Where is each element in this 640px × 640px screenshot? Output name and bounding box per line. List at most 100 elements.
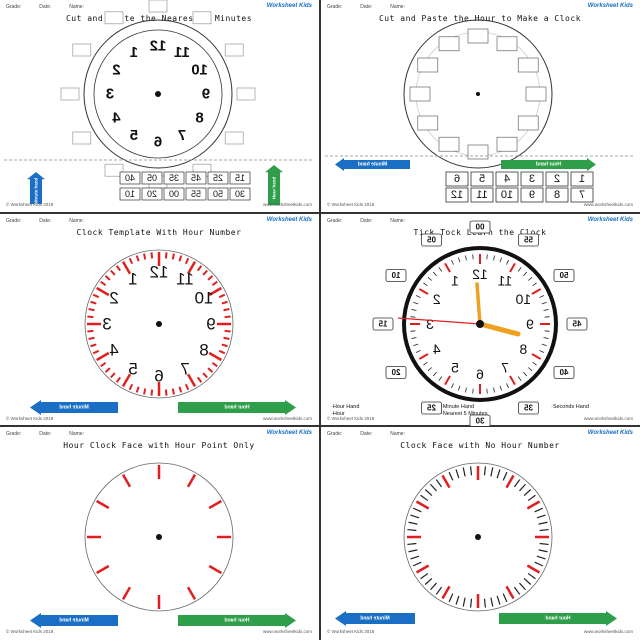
hour-tick xyxy=(415,500,430,510)
hour-tick xyxy=(208,286,222,297)
hour-number: 9 xyxy=(202,86,210,103)
paste-box xyxy=(417,57,439,73)
minute-tick xyxy=(432,372,437,377)
minute-hand-arrow-label: Minute hand xyxy=(34,178,39,205)
hour-number: 10 xyxy=(515,291,531,307)
minute-tick xyxy=(541,343,547,347)
minute-tick xyxy=(432,271,437,276)
minute-number: 55 xyxy=(524,235,533,244)
panel-tick-tock: Grade: Date: Name: Worksheet Kids Tick Toc… xyxy=(321,214,639,426)
minute-tick xyxy=(465,255,467,261)
panel-footer: © Worksheet Kids 2018 www.worksheetkids.c… xyxy=(327,416,633,424)
paste-box xyxy=(438,136,460,152)
hour-number: 6 xyxy=(154,134,162,151)
panel-hour-point-only: Grade: Date: Name: Worksheet Kids Hour Clo… xyxy=(0,427,318,639)
minute-tick xyxy=(221,300,228,305)
hour-tick xyxy=(186,474,197,488)
paste-box xyxy=(72,43,92,57)
minute-card-number: 10 xyxy=(125,189,135,199)
minute-box xyxy=(553,366,575,379)
minute-card-number: 00 xyxy=(169,189,179,199)
hour-number: 6 xyxy=(476,366,484,382)
hour-card xyxy=(495,171,519,187)
minute-tick xyxy=(196,265,203,272)
minute-tick xyxy=(527,494,536,502)
minute-tick xyxy=(202,269,208,276)
paste-box xyxy=(224,131,244,145)
minute-hand-arrow xyxy=(27,172,45,204)
minute-number: 45 xyxy=(572,320,581,329)
minute-tick xyxy=(88,336,95,340)
paste-box xyxy=(104,163,124,177)
hour-card-number: 9 xyxy=(529,189,535,201)
name-label: Name: xyxy=(69,431,84,437)
hour-number: 4 xyxy=(433,341,441,357)
minute-tick xyxy=(178,386,183,393)
panel-title: Cut and Paste the Nearest 5 Minutes xyxy=(65,14,253,23)
minute-tick xyxy=(218,293,226,299)
hour-tick xyxy=(121,586,132,600)
website: www.worksheetkids.com xyxy=(262,629,312,634)
clock-center xyxy=(476,92,480,96)
panel-header: Grade: Date: Name: Worksheet Kids xyxy=(327,217,633,227)
minute-tick xyxy=(438,267,443,272)
date-label: Date: xyxy=(360,431,373,437)
minute-tick xyxy=(465,387,467,393)
minute-tick xyxy=(92,293,100,299)
hour-card-number: 7 xyxy=(579,189,585,201)
minute-tick xyxy=(408,521,418,525)
minute-tick xyxy=(221,343,228,348)
minute-tick xyxy=(410,555,420,560)
panel-footer: © Worksheet Kids 2018 www.worksheetkids.c… xyxy=(6,629,312,637)
minute-tick xyxy=(143,253,147,260)
minute-tick xyxy=(410,316,416,318)
minute-number: 50 xyxy=(559,271,568,280)
minute-tick xyxy=(413,343,419,347)
vertical-divider xyxy=(319,0,321,640)
minute-tick xyxy=(502,471,508,481)
hour-tick xyxy=(121,373,132,387)
minute-box xyxy=(385,269,407,282)
paste-box xyxy=(517,57,539,73)
minute-number: 00 xyxy=(475,223,484,232)
minute-tick xyxy=(90,343,97,348)
minute-tick xyxy=(207,367,214,373)
minute-number: 40 xyxy=(559,368,568,377)
paste-box xyxy=(409,86,431,102)
minute-tick xyxy=(519,582,526,591)
minute-card xyxy=(141,171,163,185)
minute-tick xyxy=(415,295,421,298)
hour-tick xyxy=(531,288,542,295)
panel-no-hour-number: Grade: Date: Name: Worksheet Kids Clock Fa… xyxy=(321,427,639,639)
minute-tick xyxy=(171,388,175,395)
minute-tick xyxy=(87,315,94,319)
hour-number: 7 xyxy=(501,359,509,375)
date-label: Date: xyxy=(39,218,52,224)
minute-tick xyxy=(538,521,548,525)
minute-tick xyxy=(196,376,203,383)
hour-card xyxy=(445,171,469,187)
minute-tick xyxy=(224,315,231,319)
minute-tick xyxy=(211,280,218,287)
hour-number: 12 xyxy=(150,263,169,282)
name-label: Name: xyxy=(69,4,84,10)
copyright: © Worksheet Kids 2018 xyxy=(6,416,54,421)
paste-box xyxy=(104,11,124,25)
minute-tick xyxy=(472,254,474,260)
legend-seconds-hand: ·Seconds Hand xyxy=(551,404,589,410)
name-label: Name: xyxy=(390,218,405,224)
hour-card xyxy=(520,187,544,203)
hour-tick xyxy=(96,564,110,575)
hour-card xyxy=(470,171,494,187)
minute-number: 25 xyxy=(427,404,436,413)
hour-hand-arrow xyxy=(501,158,596,171)
minute-tick xyxy=(519,483,526,492)
hour-card xyxy=(495,187,519,203)
clock-inner-ring xyxy=(93,29,223,159)
minute-box xyxy=(421,401,442,415)
hour-tick xyxy=(208,564,222,575)
copyright: © Worksheet Kids 2018 xyxy=(327,202,375,207)
minute-tick xyxy=(462,467,466,477)
minute-number: 10 xyxy=(391,271,400,280)
minute-tick xyxy=(420,494,429,502)
